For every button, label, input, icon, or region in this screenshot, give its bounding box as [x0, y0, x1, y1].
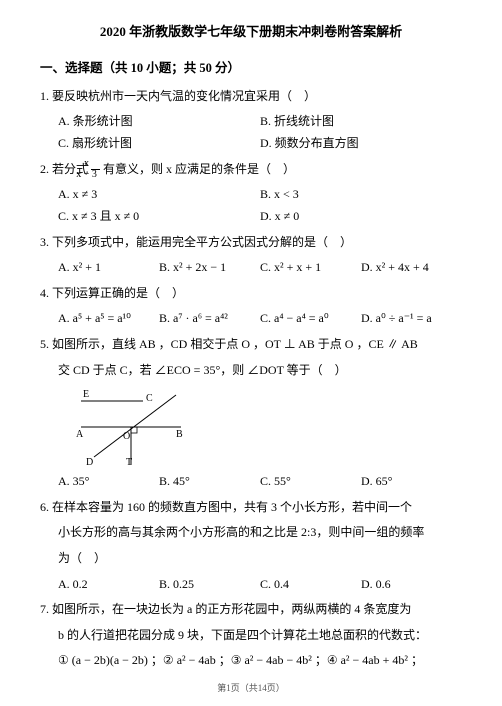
q6-d: D. 0.6	[361, 574, 462, 596]
svg-text:D: D	[86, 457, 93, 467]
q4-c: C. a⁴ − a⁴ = a⁰	[260, 308, 361, 330]
section-header: 一、选择题（共 10 小题；共 50 分）	[40, 57, 462, 80]
q7-line1: 7. 如图所示，在一块边长为 a 的正方形花园中，两纵两横的 4 条宽度为	[40, 599, 462, 621]
q5-b: B. 45°	[159, 471, 260, 493]
svg-text:B: B	[176, 429, 183, 440]
fraction-icon: xx − 3	[91, 159, 100, 180]
q6-options: A. 0.2 B. 0.25 C. 0.4 D. 0.6	[40, 574, 462, 596]
q3-a: A. x² + 1	[58, 257, 159, 279]
q4-options: A. a⁵ + a⁵ = a¹⁰ B. a⁷ · a⁶ = a⁴² C. a⁴ …	[40, 308, 462, 330]
q4-b: B. a⁷ · a⁶ = a⁴²	[159, 308, 260, 330]
q7-line3: ① (a − 2b)(a − 2b) ；② a² − 4ab ；③ a² − 4…	[40, 650, 462, 672]
q2-b: B. x < 3	[260, 184, 462, 206]
q4-text: 4. 下列运算正确的是（ ）	[40, 283, 462, 305]
svg-text:E: E	[83, 389, 89, 400]
q2-suffix: 有意义，则 x 应满足的条件是（ ）	[100, 162, 295, 176]
q3-d: D. x² + 4x + 4	[361, 257, 462, 279]
q6-a: A. 0.2	[58, 574, 159, 596]
q5-line1: 5. 如图所示，直线 AB ，CD 相交于点 O ，OT ⊥ AB 于点 O ，…	[40, 334, 462, 356]
q7-line2: b 的人行道把花园分成 9 块，下面是四个计算花土地总面积的代数式：	[40, 625, 462, 647]
q3-text: 3. 下列多项式中，能运用完全平方公式因式分解的是（ ）	[40, 232, 462, 254]
q5-line2: 交 CD 于点 C，若 ∠ECO = 35°，则 ∠DOT 等于（ ）	[40, 360, 462, 382]
q3-c: C. x² + x + 1	[260, 257, 361, 279]
q1-d: D. 频数分布直方图	[260, 133, 462, 155]
q6-line3: 为（ ）	[40, 548, 462, 570]
q5-c: C. 55°	[260, 471, 361, 493]
svg-text:A: A	[76, 429, 84, 440]
q2-a: A. x ≠ 3	[58, 184, 260, 206]
q2-text: 2. 若分式 xx − 3 有意义，则 x 应满足的条件是（ ）	[40, 159, 462, 181]
q5-a: A. 35°	[58, 471, 159, 493]
q6-line2: 小长方形的高与其余两个小方形高的和之比是 2:3，则中间一组的频率	[40, 522, 462, 544]
q6-line1: 6. 在样本容量为 160 的频数直方图中，共有 3 个小长方形，若中间一个	[40, 497, 462, 519]
page-footer: 第1页（共14页）	[40, 680, 462, 696]
q4-a: A. a⁵ + a⁵ = a¹⁰	[58, 308, 159, 330]
q1-text: 1. 要反映杭州市一天内气温的变化情况宜采用（ ）	[40, 86, 462, 108]
q2-d: D. x ≠ 0	[260, 206, 462, 228]
q1-b: B. 折线统计图	[260, 111, 462, 133]
q2-den: x − 3	[91, 170, 100, 180]
page: 2020 年浙教版数学七年级下册期末冲刺卷附答案解析 一、选择题（共 10 小题…	[0, 0, 502, 706]
q1-a: A. 条形统计图	[58, 111, 260, 133]
svg-text:C: C	[146, 393, 153, 404]
geometry-icon: E C A O B D T	[76, 387, 186, 467]
q5-d: D. 65°	[361, 471, 462, 493]
q1-c: C. 扇形统计图	[58, 133, 260, 155]
q5-diagram: E C A O B D T	[76, 387, 186, 467]
svg-text:T: T	[126, 457, 132, 467]
q6-b: B. 0.25	[159, 574, 260, 596]
q3-b: B. x² + 2x − 1	[159, 257, 260, 279]
q2-options: A. x ≠ 3 B. x < 3 C. x ≠ 3 且 x ≠ 0 D. x …	[40, 184, 462, 227]
q4-d: D. a⁰ ÷ a⁻¹ = a	[361, 308, 462, 330]
q1-options: A. 条形统计图 B. 折线统计图 C. 扇形统计图 D. 频数分布直方图	[40, 111, 462, 154]
q6-c: C. 0.4	[260, 574, 361, 596]
q5-options: A. 35° B. 45° C. 55° D. 65°	[40, 471, 462, 493]
q2-c: C. x ≠ 3 且 x ≠ 0	[58, 206, 260, 228]
page-title: 2020 年浙教版数学七年级下册期末冲刺卷附答案解析	[40, 20, 462, 43]
svg-text:O: O	[123, 431, 130, 442]
q3-options: A. x² + 1 B. x² + 2x − 1 C. x² + x + 1 D…	[40, 257, 462, 279]
